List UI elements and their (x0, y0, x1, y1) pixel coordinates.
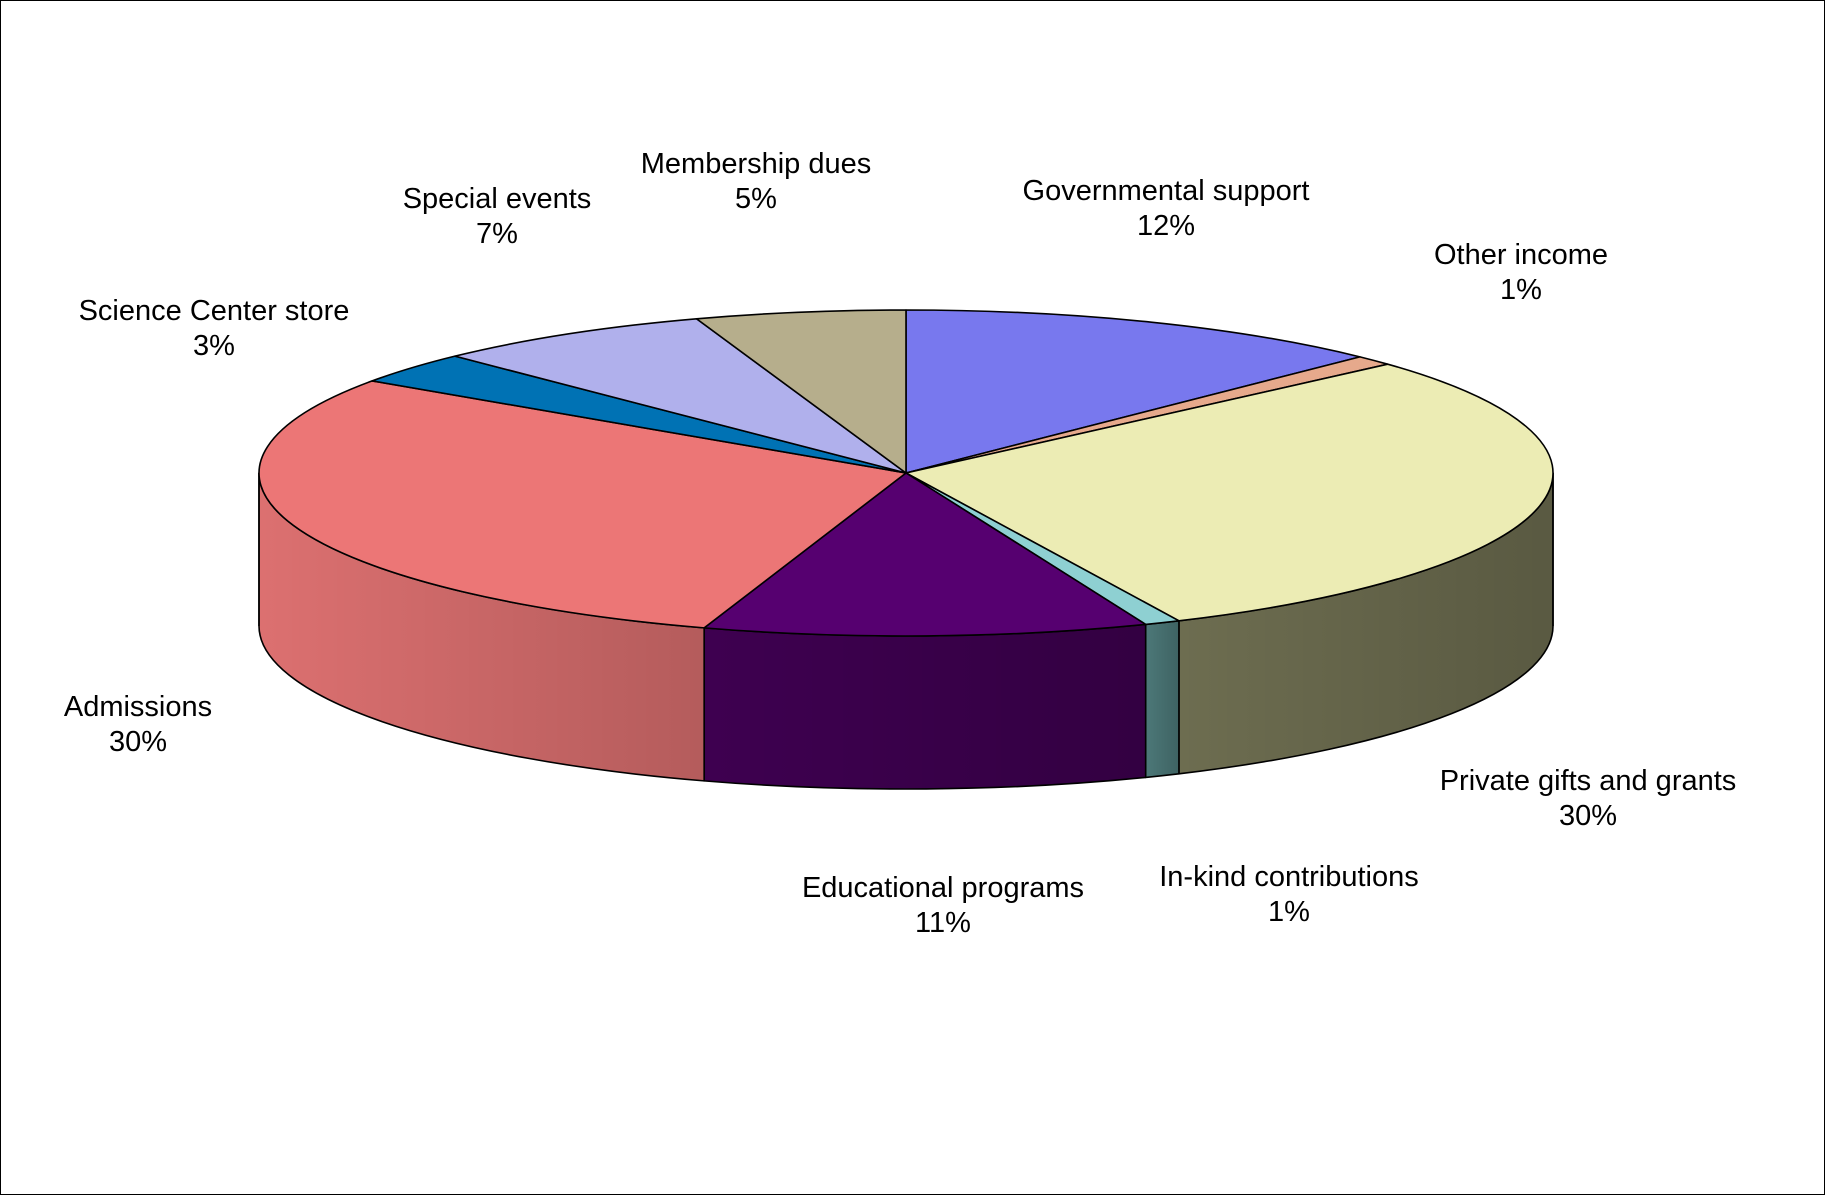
slice-educational-programs (703, 472, 1147, 637)
slice-percent-in-kind-contributions: 1% (1268, 896, 1310, 928)
slice-percent-membership-dues: 5% (735, 183, 777, 215)
slice-label-in-kind-contributions: In-kind contributions (1159, 861, 1419, 893)
slice-percent-educational-programs: 11% (915, 907, 971, 939)
slice-special-events (454, 317, 907, 474)
slice-label-admissions: Admissions (64, 691, 212, 723)
slice-percent-other-income: 1% (1500, 274, 1542, 306)
pie-sides (258, 472, 1554, 790)
slice-label-membership-dues: Membership dues (641, 148, 872, 180)
slice-percent-governmental-support: 12% (1137, 210, 1195, 242)
slice-private-gifts-and-grants (905, 363, 1554, 622)
pie-tops (258, 309, 1554, 637)
slice-label-special-events: Special events (403, 183, 592, 215)
slice-membership-dues (695, 309, 907, 474)
slice-percent-admissions: 30% (109, 726, 167, 758)
slice-label-educational-programs: Educational programs (802, 872, 1084, 904)
slice-percent-special-events: 7% (476, 218, 518, 250)
slice-side-shade-admissions (259, 473, 705, 781)
slice-admissions (258, 380, 907, 629)
slice-side-shade-in-kind-contributions (1145, 620, 1179, 778)
slice-label-private-gifts-and-grants: Private gifts and grants (1440, 765, 1737, 797)
slice-label-other-income: Other income (1434, 239, 1608, 271)
slice-side-shade-private-gifts-and-grants (1178, 473, 1554, 774)
slice-side-shade-educational-programs (704, 624, 1146, 789)
slice-percent-private-gifts-and-grants: 30% (1559, 800, 1617, 832)
slice-governmental-support (905, 309, 1361, 474)
slice-percent-science-center-store: 3% (193, 330, 235, 362)
slice-label-governmental-support: Governmental support (1023, 175, 1310, 207)
slice-label-science-center-store: Science Center store (79, 295, 350, 327)
